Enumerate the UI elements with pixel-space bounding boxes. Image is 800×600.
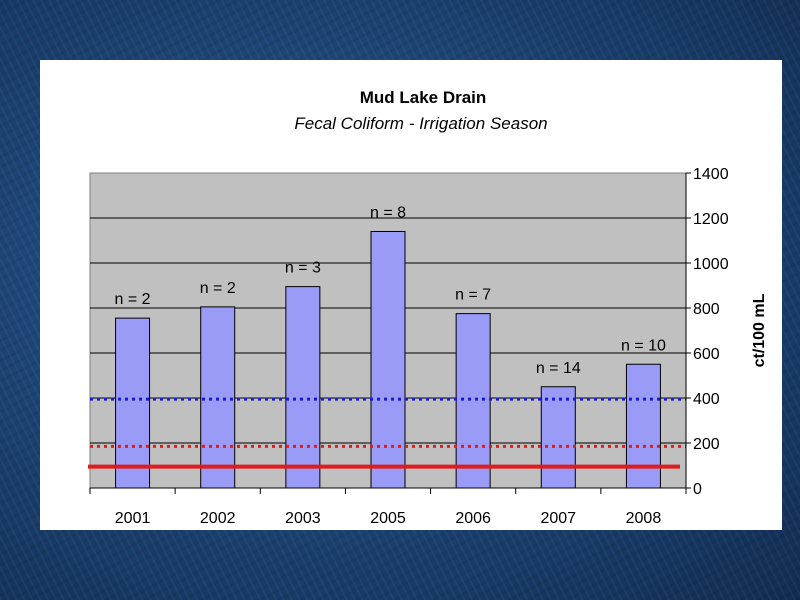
chart-panel: Mud Lake Drain Fecal Coliform - Irrigati… <box>40 60 782 530</box>
y-tick-label: 1000 <box>693 256 729 273</box>
sample-size-label: n = 2 <box>115 291 151 308</box>
bar-2007 <box>540 386 576 489</box>
sample-size-label: n = 14 <box>536 360 581 377</box>
bar-2001 <box>115 317 151 489</box>
chart-subtitle: Fecal Coliform - Irrigation Season <box>294 114 547 133</box>
sample-size-label: n = 2 <box>200 280 236 297</box>
chart: Mud Lake Drain Fecal Coliform - Irrigati… <box>88 88 768 527</box>
sample-size-label: n = 8 <box>370 205 406 222</box>
y-tick-label: 0 <box>693 481 702 498</box>
x-tick-label: 2008 <box>626 510 662 527</box>
x-tick-label: 2005 <box>370 510 406 527</box>
bar-2003 <box>285 286 321 489</box>
y-tick-label: 1200 <box>693 211 729 228</box>
x-tick-label: 2003 <box>285 510 321 527</box>
bar-2005 <box>370 231 406 489</box>
x-tick-label: 2007 <box>540 510 576 527</box>
x-tick-label: 2001 <box>115 510 151 527</box>
y-axis-title: ct/100 mL <box>751 293 768 367</box>
y-tick-label: 1400 <box>693 166 729 183</box>
bar-2002 <box>200 306 236 489</box>
y-tick-label: 600 <box>693 346 720 363</box>
y-tick-label: 200 <box>693 436 720 453</box>
sample-size-label: n = 3 <box>285 260 321 277</box>
sample-size-label: n = 10 <box>621 337 666 354</box>
x-tick-label: 2002 <box>200 510 236 527</box>
x-tick-label: 2006 <box>455 510 491 527</box>
y-tick-label: 800 <box>693 301 720 318</box>
chart-title: Mud Lake Drain <box>360 88 487 107</box>
bar-2008 <box>625 363 661 489</box>
bar-2006 <box>455 313 491 489</box>
y-tick-label: 400 <box>693 391 720 408</box>
sample-size-label: n = 7 <box>455 287 491 304</box>
